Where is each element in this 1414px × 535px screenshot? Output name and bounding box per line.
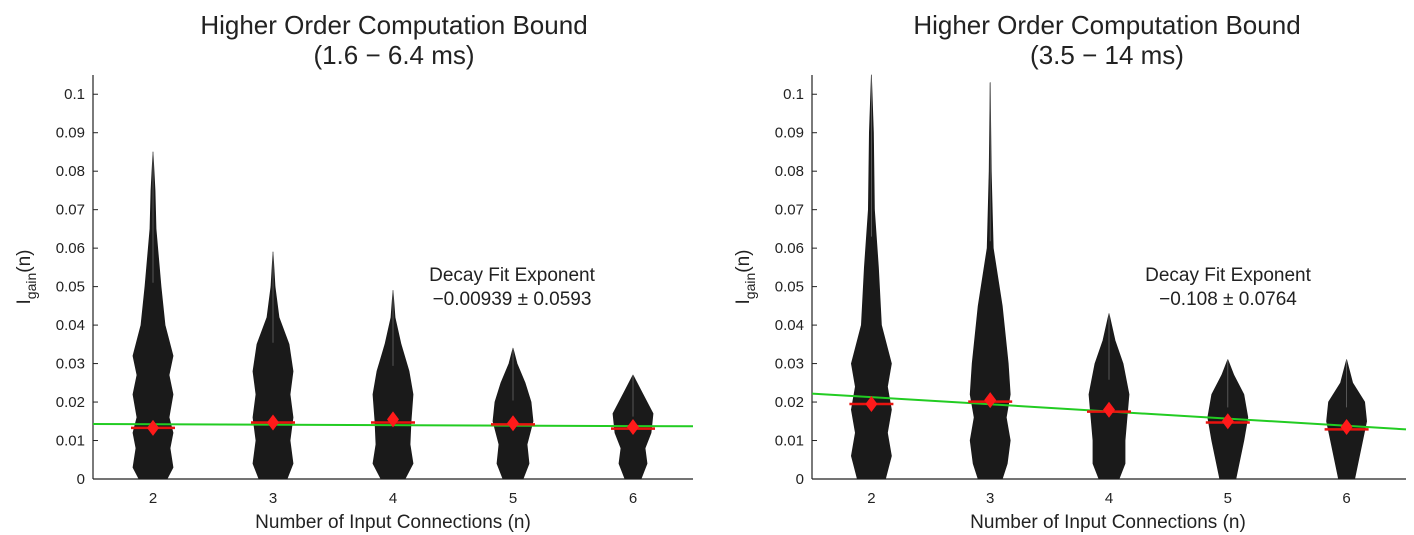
mean-marker-2 bbox=[147, 419, 159, 436]
mean-marker-3 bbox=[984, 392, 997, 409]
x-tick-label: 5 bbox=[509, 490, 517, 507]
y-axis-label-subscript: gain bbox=[23, 273, 39, 299]
x-axis-label: Number of Input Connections (n) bbox=[970, 512, 1246, 533]
y-tick-label: 0.01 bbox=[56, 433, 85, 450]
y-tick-label: 0.08 bbox=[775, 163, 804, 180]
y-tick-label: 0.03 bbox=[56, 356, 85, 373]
y-axis-label: Igain(n) bbox=[733, 250, 758, 305]
y-tick-label: 0.03 bbox=[775, 356, 804, 373]
mean-marker-6 bbox=[1340, 419, 1353, 436]
y-tick-label: 0.06 bbox=[775, 240, 804, 257]
y-axis-label-suffix: (n) bbox=[14, 250, 35, 273]
y-axis-label-suffix: (n) bbox=[733, 250, 754, 273]
chart-title-line-1: Higher Order Computation Bound bbox=[200, 10, 587, 40]
chart-title-line-1: Higher Order Computation Bound bbox=[913, 10, 1300, 40]
x-tick-label: 6 bbox=[629, 490, 637, 507]
fit-annotation-line-2: −0.00939 ± 0.0593 bbox=[433, 289, 592, 310]
chart-title-line-2: (1.6 − 6.4 ms) bbox=[313, 40, 474, 70]
y-tick-label: 0.1 bbox=[783, 86, 804, 103]
fit-annotation-line-2: −0.108 ± 0.0764 bbox=[1159, 289, 1297, 310]
y-tick-label: 0.01 bbox=[775, 433, 804, 450]
mean-marker-2 bbox=[865, 395, 878, 412]
y-tick-label: 0.06 bbox=[56, 240, 85, 257]
y-tick-label: 0.09 bbox=[775, 125, 804, 142]
y-tick-label: 0.1 bbox=[64, 86, 85, 103]
violin-2 bbox=[851, 74, 892, 480]
mean-marker-4 bbox=[387, 411, 399, 428]
y-tick-label: 0.02 bbox=[56, 394, 85, 411]
y-tick-label: 0 bbox=[796, 471, 804, 488]
y-tick-label: 0.08 bbox=[56, 163, 85, 180]
y-tick-label: 0.07 bbox=[775, 202, 804, 219]
y-tick-label: 0.05 bbox=[56, 279, 85, 296]
mean-marker-5 bbox=[1221, 413, 1234, 430]
mean-marker-5 bbox=[507, 415, 519, 432]
x-tick-label: 3 bbox=[269, 490, 277, 507]
violin-3 bbox=[969, 82, 1011, 480]
mean-marker-4 bbox=[1103, 401, 1115, 418]
plot-area: 0 0.01 0.02 0.03 0.04 0.05 0.06 0.07 0.08 0.09 0.1… bbox=[775, 74, 1407, 507]
x-tick-label: 4 bbox=[1105, 490, 1113, 507]
violin-5 bbox=[492, 347, 534, 480]
y-tick-label: 0.04 bbox=[56, 317, 85, 334]
y-tick-label: 0.05 bbox=[775, 279, 804, 296]
x-tick-label: 2 bbox=[149, 490, 157, 507]
right-chart-panel: Higher Order Computation Bound (3.5 − 14… bbox=[733, 10, 1407, 533]
y-axis-label-main: I bbox=[733, 299, 754, 304]
mean-marker-6 bbox=[627, 419, 639, 436]
y-axis-label-subscript: gain bbox=[742, 273, 758, 299]
fit-annotation-line-1: Decay Fit Exponent bbox=[1145, 265, 1312, 286]
y-tick-label: 0.09 bbox=[56, 125, 85, 142]
y-axis-label-main: I bbox=[14, 299, 35, 304]
y-tick-label: 0.07 bbox=[56, 202, 85, 219]
y-tick-label: 0 bbox=[77, 471, 85, 488]
mean-marker-3 bbox=[267, 414, 279, 431]
left-chart-panel: Higher Order Computation Bound (1.6 − 6.… bbox=[14, 10, 694, 533]
x-tick-label: 3 bbox=[986, 490, 994, 507]
x-axis-label: Number of Input Connections (n) bbox=[255, 512, 531, 533]
y-tick-label: 0.02 bbox=[775, 394, 804, 411]
violin-4 bbox=[1088, 313, 1130, 480]
violin-4 bbox=[372, 290, 414, 480]
y-tick-label: 0.04 bbox=[775, 317, 804, 334]
x-tick-label: 2 bbox=[867, 490, 875, 507]
plot-area: 0 0.01 0.02 0.03 0.04 0.05 0.06 0.07 0.08 0.09 0.1… bbox=[56, 75, 694, 507]
y-axis-label: Igain(n) bbox=[14, 250, 39, 305]
x-tick-label: 6 bbox=[1342, 490, 1350, 507]
violin-2 bbox=[132, 151, 174, 480]
fit-annotation-line-1: Decay Fit Exponent bbox=[429, 265, 596, 286]
chart-title-line-2: (3.5 − 14 ms) bbox=[1030, 40, 1184, 70]
x-tick-label: 5 bbox=[1224, 490, 1232, 507]
x-tick-label: 4 bbox=[389, 490, 397, 507]
